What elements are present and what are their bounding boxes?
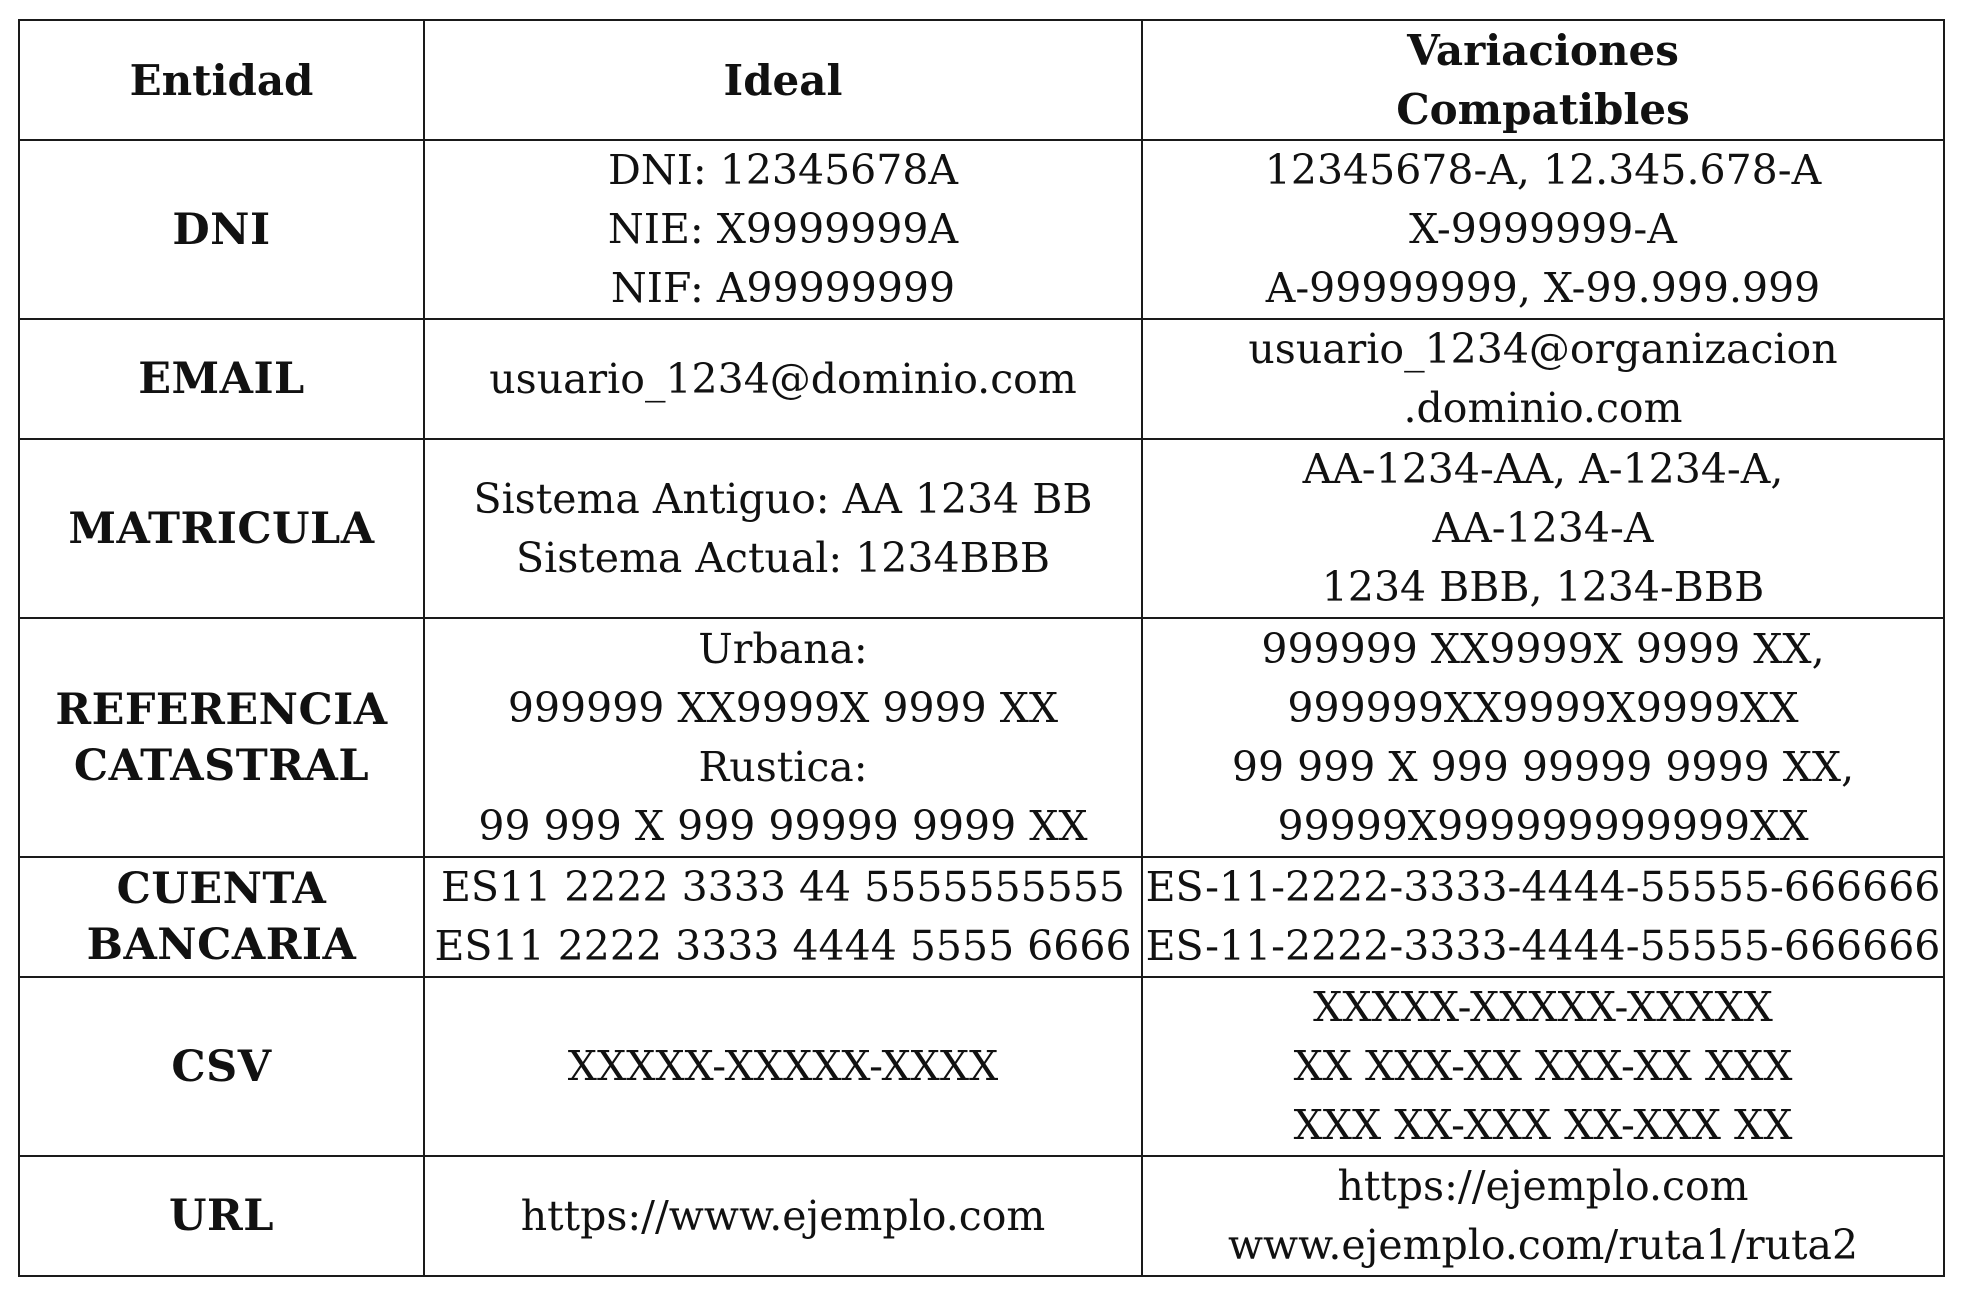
ideal-cell: Sistema Antiguo: AA 1234 BB Sistema Actu… <box>423 438 1143 619</box>
variation-line: ES-11-2222-3333-4444-55555-666666 <box>1145 863 1941 911</box>
entity-name: CUENTA <box>116 864 327 914</box>
variation-line: XX XXX-XX XXX-XX XXX <box>1293 1042 1793 1090</box>
table-row: EMAIL usuario_1234@dominio.com usuario_1… <box>18 318 1945 440</box>
ideal-cell: DNI: 12345678A NIE: X9999999A NIF: A9999… <box>423 139 1143 320</box>
header-row: Entidad Ideal Variaciones Compatibles <box>18 19 1945 141</box>
variation-line: XXX XX-XXX XX-XXX XX <box>1293 1101 1793 1149</box>
variations-cell: AA-1234-AA, A-1234-A, AA-1234-A 1234 BBB… <box>1141 438 1945 619</box>
entity-name: URL <box>169 1191 274 1241</box>
entity-name: CSV <box>171 1041 272 1092</box>
entity-cell: CSV <box>18 976 425 1157</box>
entity-cell: DNI <box>18 139 425 320</box>
variation-line: 999999XX9999X9999XX <box>1287 683 1799 732</box>
header-variaciones-line: Variaciones <box>1407 26 1679 75</box>
variation-line: usuario_1234@organizacion <box>1248 325 1838 373</box>
table-row: MATRICULA Sistema Antiguo: AA 1234 BB Si… <box>18 438 1945 619</box>
variation-line: AA-1234-AA, A-1234-A, <box>1302 445 1784 493</box>
header-variaciones: Variaciones Compatibles <box>1141 19 1945 141</box>
entity-cell: MATRICULA <box>18 438 425 619</box>
ideal-line: 99 999 X 999 99999 9999 XX <box>478 801 1088 850</box>
header-variaciones-line: Compatibles <box>1396 85 1690 134</box>
header-ideal: Ideal <box>423 19 1143 141</box>
variation-line: 999999 XX9999X 9999 XX, <box>1261 624 1825 673</box>
entity-cell: REFERENCIA CATASTRAL <box>18 617 425 858</box>
ideal-line: 999999 XX9999X 9999 XX <box>507 683 1059 732</box>
entity-format-table: Entidad Ideal Variaciones Compatibles DN… <box>18 19 1945 1277</box>
variation-line: XXXXX-XXXXX-XXXXX <box>1313 983 1773 1031</box>
ideal-line: usuario_1234@dominio.com <box>489 354 1077 403</box>
header-ideal-label: Ideal <box>723 55 843 105</box>
header-entidad: Entidad <box>18 19 425 141</box>
entity-name: REFERENCIA <box>55 684 388 735</box>
table-row: REFERENCIA CATASTRAL Urbana: 999999 XX99… <box>18 617 1945 858</box>
variation-line: www.ejemplo.com/ruta1/ruta2 <box>1227 1221 1859 1269</box>
variation-line: ES-11-2222-3333-4444-55555-666666 <box>1145 922 1941 970</box>
variations-cell: 12345678-A, 12.345.678-A X-9999999-A A-9… <box>1141 139 1945 320</box>
variation-line: 99 999 X 999 99999 9999 XX, <box>1231 742 1855 791</box>
variations-cell: XXXXX-XXXXX-XXXXX XX XXX-XX XXX-XX XXX X… <box>1141 976 1945 1157</box>
entity-name: EMAIL <box>138 354 305 404</box>
entity-cell: URL <box>18 1155 425 1277</box>
variation-line: https://ejemplo.com <box>1337 1162 1749 1210</box>
ideal-line: Rustica: <box>698 742 868 791</box>
variation-line: 12345678-A, 12.345.678-A <box>1264 146 1822 194</box>
ideal-cell: usuario_1234@dominio.com <box>423 318 1143 440</box>
ideal-cell: Urbana: 999999 XX9999X 9999 XX Rustica: … <box>423 617 1143 858</box>
variations-cell: https://ejemplo.com www.ejemplo.com/ruta… <box>1141 1155 1945 1277</box>
variation-line: A-99999999, X-99.999.999 <box>1265 264 1821 312</box>
entity-cell: CUENTA BANCARIA <box>18 856 425 978</box>
variation-line: AA-1234-A <box>1432 504 1654 552</box>
ideal-cell: ES11 2222 3333 44 5555555555 ES11 2222 3… <box>423 856 1143 978</box>
entity-name: BANCARIA <box>86 920 357 970</box>
entity-name: CATASTRAL <box>73 740 370 791</box>
ideal-line: NIE: X9999999A <box>607 205 959 253</box>
table-row: CSV XXXXX-XXXXX-XXXX XXXXX-XXXXX-XXXXX X… <box>18 976 1945 1157</box>
ideal-line: Sistema Antiguo: AA 1234 BB <box>473 474 1093 523</box>
variation-line: 1234 BBB, 1234-BBB <box>1321 563 1765 611</box>
ideal-line: ES11 2222 3333 4444 5555 6666 <box>434 922 1132 970</box>
ideal-cell: XXXXX-XXXXX-XXXX <box>423 976 1143 1157</box>
table-row: URL https://www.ejemplo.com https://ejem… <box>18 1155 1945 1277</box>
variation-line: .dominio.com <box>1403 384 1683 432</box>
ideal-line: ES11 2222 3333 44 5555555555 <box>440 863 1126 911</box>
table-row: DNI DNI: 12345678A NIE: X9999999A NIF: A… <box>18 139 1945 320</box>
ideal-line: Urbana: <box>698 624 868 673</box>
variations-cell: usuario_1234@organizacion .dominio.com <box>1141 318 1945 440</box>
entity-name: DNI <box>172 204 271 255</box>
ideal-line: NIF: A99999999 <box>610 264 956 312</box>
entity-name: MATRICULA <box>68 503 375 554</box>
ideal-line: https://www.ejemplo.com <box>520 1191 1046 1240</box>
variation-line: 99999X999999999999XX <box>1277 801 1809 850</box>
variations-cell: 999999 XX9999X 9999 XX, 999999XX9999X999… <box>1141 617 1945 858</box>
ideal-line: DNI: 12345678A <box>607 146 959 194</box>
variation-line: X-9999999-A <box>1409 205 1677 253</box>
ideal-line: XXXXX-XXXXX-XXXX <box>567 1042 999 1090</box>
ideal-cell: https://www.ejemplo.com <box>423 1155 1143 1277</box>
header-entidad-label: Entidad <box>129 55 314 105</box>
ideal-line: Sistema Actual: 1234BBB <box>516 533 1050 582</box>
variations-cell: ES-11-2222-3333-4444-55555-666666 ES-11-… <box>1141 856 1945 978</box>
table-row: CUENTA BANCARIA ES11 2222 3333 44 555555… <box>18 856 1945 978</box>
entity-cell: EMAIL <box>18 318 425 440</box>
